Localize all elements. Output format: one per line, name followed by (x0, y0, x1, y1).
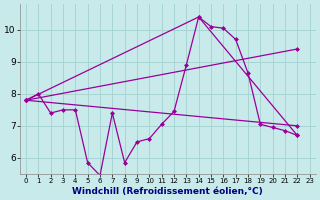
X-axis label: Windchill (Refroidissement éolien,°C): Windchill (Refroidissement éolien,°C) (72, 187, 263, 196)
